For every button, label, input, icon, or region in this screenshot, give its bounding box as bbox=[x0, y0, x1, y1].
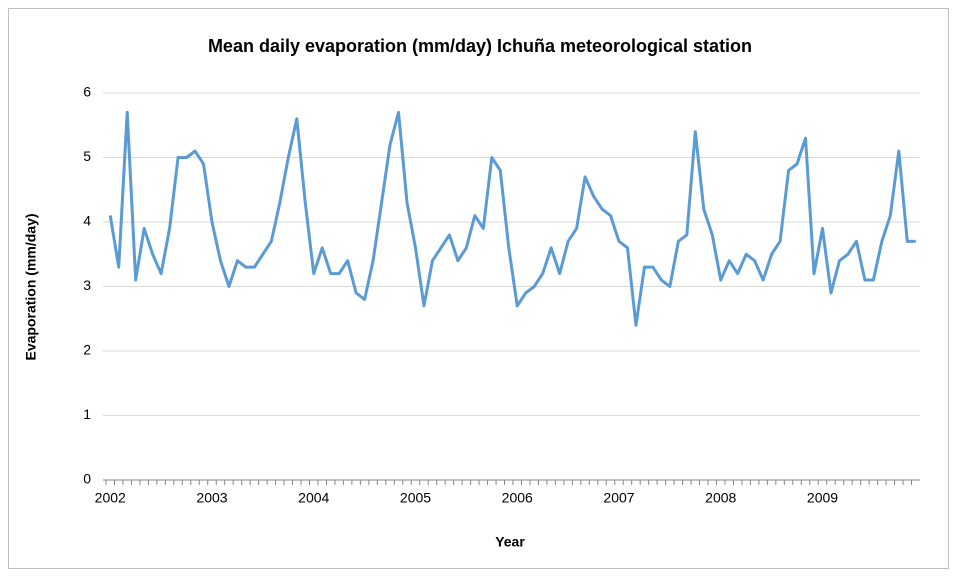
y-tick-label: 0 bbox=[83, 471, 91, 487]
x-tick-label: 2007 bbox=[603, 490, 634, 506]
x-tick-label: 2003 bbox=[196, 490, 227, 506]
y-tick-label: 5 bbox=[83, 148, 91, 164]
x-axis-label: Year bbox=[495, 534, 525, 550]
y-tick-label: 4 bbox=[83, 213, 91, 229]
data-line bbox=[108, 110, 916, 327]
y-tick-label: 6 bbox=[83, 84, 91, 100]
y-axis-label: Evaporation (mm/day) bbox=[23, 213, 39, 360]
x-tick-label: 2009 bbox=[807, 490, 838, 506]
x-tick-label: 2008 bbox=[705, 490, 736, 506]
x-tick-label: 2006 bbox=[502, 490, 533, 506]
x-tick-label: 2002 bbox=[95, 490, 126, 506]
x-tick-label: 2005 bbox=[400, 490, 431, 506]
x-tick-label: 2004 bbox=[298, 490, 329, 506]
y-tick-label: 3 bbox=[83, 277, 91, 293]
y-tick-label: 1 bbox=[83, 406, 91, 422]
chart-title: Mean daily evaporation (mm/day) Ichuña m… bbox=[208, 36, 752, 56]
chart-frame bbox=[8, 8, 949, 569]
y-tick-label: 2 bbox=[83, 342, 91, 358]
